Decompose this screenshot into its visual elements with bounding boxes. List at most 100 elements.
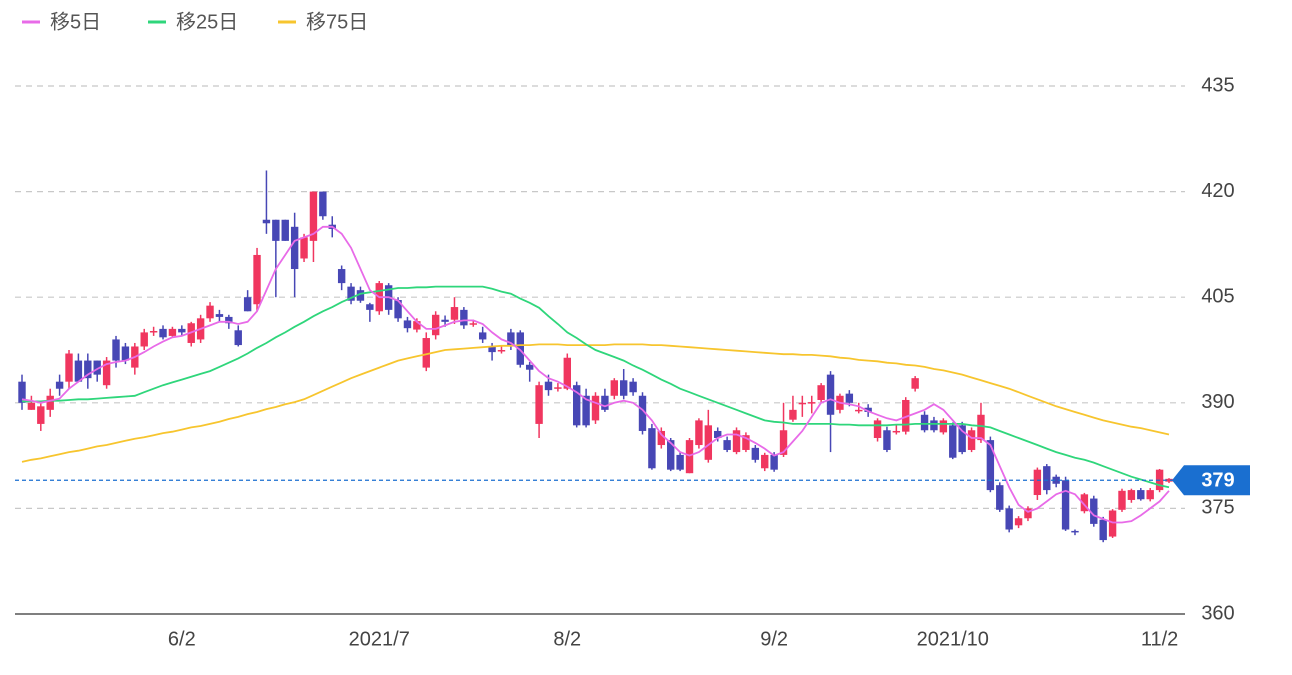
candle-body xyxy=(582,395,590,426)
candle-body xyxy=(102,360,111,386)
candle-body xyxy=(732,430,741,453)
candle-body xyxy=(1033,469,1042,496)
candle-body xyxy=(986,440,995,491)
candle-body xyxy=(572,385,581,426)
ma-line xyxy=(21,225,1170,524)
candle-body xyxy=(685,440,694,474)
x-tick-label: 2021/10 xyxy=(917,628,989,650)
y-tick-label: 360 xyxy=(1201,602,1234,624)
candle-body xyxy=(704,425,713,460)
candle-body xyxy=(723,440,731,450)
candle-body xyxy=(996,485,1004,510)
candle-body xyxy=(497,350,506,352)
candle-body xyxy=(1090,498,1098,524)
candle-body xyxy=(234,330,242,346)
candle-body xyxy=(112,339,120,361)
candle-body xyxy=(1024,508,1032,519)
candle-body xyxy=(27,402,36,410)
candle-body xyxy=(958,425,966,453)
candle-body xyxy=(667,440,675,470)
candle-body xyxy=(883,430,891,450)
candle-body xyxy=(469,323,477,325)
candle-body xyxy=(55,381,64,389)
candle-body xyxy=(168,328,177,336)
candle-body xyxy=(243,297,252,312)
candle-body xyxy=(629,381,637,393)
candle-body xyxy=(873,420,882,438)
candle-body xyxy=(1137,490,1145,500)
candle-body xyxy=(1099,519,1107,541)
candle-body xyxy=(845,393,854,403)
candle-body xyxy=(742,435,750,450)
candle-body xyxy=(272,219,280,241)
candle-body xyxy=(1108,510,1117,537)
candle-body xyxy=(798,402,807,405)
candle-body xyxy=(1043,466,1051,491)
candle-body xyxy=(281,219,289,241)
last-price-label: 379 xyxy=(1201,470,1234,492)
candle-body xyxy=(817,385,825,400)
x-tick-label: 6/2 xyxy=(168,628,196,650)
candle-body xyxy=(178,328,186,333)
candle-body xyxy=(648,428,656,469)
candle-body xyxy=(591,395,600,421)
candle-body xyxy=(422,338,430,368)
candle-body xyxy=(1014,518,1023,526)
candle-body xyxy=(74,360,83,382)
candle-body xyxy=(450,307,459,320)
candle-body xyxy=(864,407,872,412)
candle-body xyxy=(441,319,449,322)
candle-body xyxy=(253,254,261,305)
y-tick-label: 375 xyxy=(1201,497,1234,519)
candle-body xyxy=(309,191,318,241)
candle-body xyxy=(855,409,863,412)
candle-body xyxy=(902,399,910,432)
last-price-tag xyxy=(1172,465,1250,496)
legend-label: 移25日 xyxy=(176,10,238,33)
candle-body xyxy=(413,321,421,330)
candle-body xyxy=(911,378,919,389)
candle-body xyxy=(337,269,346,284)
candle-body xyxy=(84,360,92,379)
ma-line xyxy=(21,343,1170,463)
candle-body xyxy=(826,374,835,415)
candle-body xyxy=(761,454,769,469)
legend-label: 移5日 xyxy=(50,10,101,33)
candle-body xyxy=(714,430,722,438)
candle-body xyxy=(535,385,543,424)
candle-body xyxy=(460,309,468,326)
x-tick-label: 8/2 xyxy=(553,628,581,650)
candle-body xyxy=(779,430,788,455)
candle-body xyxy=(356,290,365,301)
candle-body xyxy=(215,314,224,317)
candle-body xyxy=(1146,490,1154,500)
candle-body xyxy=(366,304,374,310)
candle-body xyxy=(695,420,703,446)
candle-body xyxy=(544,381,553,391)
candle-body xyxy=(18,381,26,403)
legend-label: 移75日 xyxy=(306,10,368,33)
x-tick-label: 9/2 xyxy=(760,628,788,650)
candle-body xyxy=(1071,530,1079,533)
candle-body xyxy=(403,320,412,329)
candle-body xyxy=(225,316,233,324)
y-tick-label: 390 xyxy=(1201,391,1234,413)
candle-body xyxy=(1052,476,1060,484)
x-tick-label: 11/2 xyxy=(1141,628,1178,650)
candle-body xyxy=(516,332,524,365)
candle-body xyxy=(65,353,73,382)
candle-body xyxy=(977,414,985,441)
candle-body xyxy=(939,420,948,433)
candle-body xyxy=(394,300,402,319)
candle-body xyxy=(478,332,487,340)
candle-body xyxy=(657,430,666,446)
candle-body xyxy=(507,332,515,347)
candle-body xyxy=(638,395,647,431)
y-tick-label: 420 xyxy=(1201,180,1234,202)
candle-body xyxy=(121,346,130,361)
candle-body xyxy=(620,380,628,396)
candle-body xyxy=(770,454,778,470)
candle-body xyxy=(920,414,929,431)
candle-body xyxy=(37,406,45,424)
candle-body xyxy=(46,395,54,410)
